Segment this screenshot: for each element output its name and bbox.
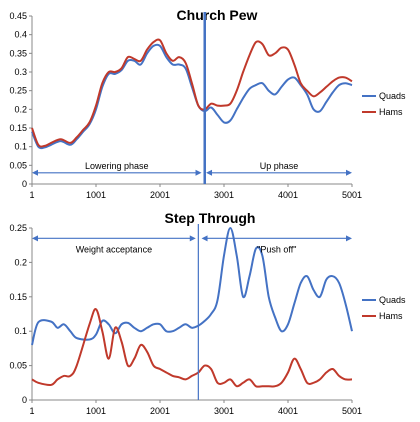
y-tick-label: 0.45: [9, 11, 27, 21]
legend-label: Quads: [379, 295, 406, 305]
x-tick-label: 1001: [86, 190, 106, 200]
y-tick-label: 0.1: [14, 142, 27, 152]
x-tick-label: 3001: [214, 406, 234, 416]
x-tick-label: 5001: [342, 190, 362, 200]
y-tick-label: 0.2: [14, 104, 27, 114]
x-tick-label: 1001: [86, 406, 106, 416]
y-tick-label: 0.15: [9, 292, 27, 302]
annotation-arrowhead-left: [206, 169, 213, 176]
x-tick-label: 4001: [278, 406, 298, 416]
chart-title: Step Through: [165, 210, 256, 226]
y-tick-label: 0.2: [14, 257, 27, 267]
annotation-arrowhead-left: [32, 235, 38, 242]
annotation-arrowhead-left: [201, 235, 208, 242]
annotation-arrowhead-right: [189, 235, 196, 242]
annotation-label: Weight acceptance: [76, 244, 152, 254]
x-tick-label: 5001: [342, 406, 362, 416]
chart-title: Church Pew: [177, 7, 258, 23]
legend-label: Hams: [379, 107, 403, 117]
x-tick-label: 3001: [214, 190, 234, 200]
y-tick-label: 0.25: [9, 223, 27, 233]
series-line-hams: [31, 308, 353, 388]
annotation-label: "Push off": [257, 244, 296, 254]
annotation-arrowhead-right: [346, 235, 352, 242]
x-tick-label: 4001: [278, 190, 298, 200]
annotation-label: Up phase: [260, 161, 299, 171]
x-tick-label: 2001: [150, 406, 170, 416]
annotation-arrowhead-right: [195, 169, 202, 176]
x-tick-label: 1: [29, 190, 34, 200]
series-line-hams: [31, 38, 353, 148]
legend-label: Quads: [379, 91, 406, 101]
y-tick-label: 0.1: [14, 326, 27, 336]
y-tick-label: 0.05: [9, 361, 27, 371]
x-tick-label: 2001: [150, 190, 170, 200]
x-tick-label: 1: [29, 406, 34, 416]
y-tick-label: 0.05: [9, 160, 27, 170]
annotation-label: Lowering phase: [85, 161, 149, 171]
y-tick-label: 0.3: [14, 67, 27, 77]
annotation-arrowhead-left: [32, 169, 38, 176]
y-tick-label: 0: [22, 395, 27, 405]
y-tick-label: 0.35: [9, 48, 27, 58]
y-tick-label: 0.15: [9, 123, 27, 133]
y-tick-label: 0.4: [14, 30, 27, 40]
annotation-arrowhead-right: [346, 169, 352, 176]
y-tick-label: 0: [22, 179, 27, 189]
legend-label: Hams: [379, 311, 403, 321]
y-tick-label: 0.25: [9, 86, 27, 96]
